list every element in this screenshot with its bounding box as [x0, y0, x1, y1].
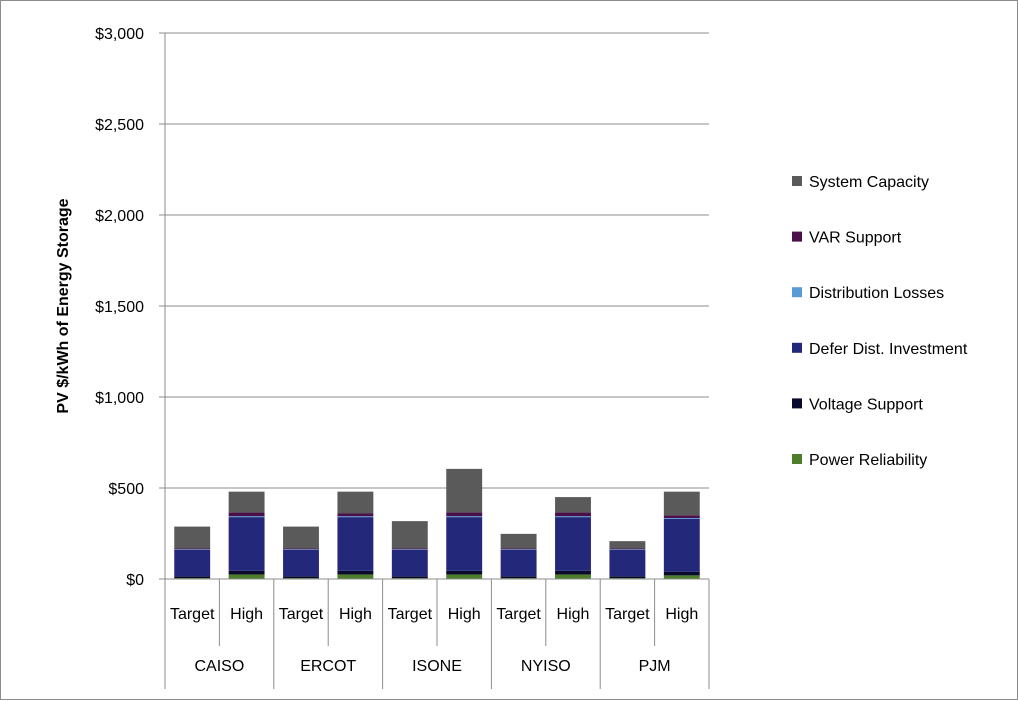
x-group-label: ISONE — [412, 658, 462, 675]
legend-label: Voltage Support — [809, 396, 923, 413]
bar-segment — [446, 574, 483, 579]
bar-segment — [391, 549, 428, 550]
legend-label: VAR Support — [809, 230, 902, 247]
legend-swatch — [792, 176, 802, 186]
x-tick-label: Target — [279, 606, 324, 623]
y-tick-label: $500 — [108, 481, 144, 498]
legend-swatch — [792, 287, 802, 298]
bar-segment — [228, 574, 265, 579]
bar-segment — [446, 512, 483, 517]
x-tick-label: Target — [170, 606, 215, 623]
legend-swatch — [792, 454, 802, 464]
bar-segment — [174, 549, 211, 577]
bar-segment — [337, 516, 374, 518]
bar-segment — [228, 516, 265, 518]
legend-label: Defer Dist. Investment — [809, 341, 968, 358]
bar-segment — [500, 548, 537, 550]
bar-segment — [174, 549, 211, 550]
bar-segment — [446, 517, 483, 571]
bar-segment — [283, 526, 319, 549]
bar-segment — [500, 533, 537, 549]
bar-segment — [283, 549, 319, 577]
bar-segment — [446, 570, 483, 575]
bar-segment — [283, 548, 319, 550]
grid-layer — [165, 32, 709, 489]
bar-segment — [174, 526, 211, 549]
y-axis-label: PV $/kWh of Energy Storage — [55, 198, 72, 413]
bar-segment — [337, 570, 374, 575]
bar-segment — [555, 497, 591, 513]
legend-swatch — [792, 342, 802, 353]
bar-segment — [500, 576, 537, 579]
bar-segment — [555, 570, 591, 575]
x-tick-label: Target — [496, 606, 541, 623]
bar-segment — [663, 571, 700, 576]
bar-segment — [174, 548, 211, 550]
x-group-label: CAISO — [195, 658, 245, 675]
legend-swatch — [792, 231, 802, 242]
bar-segment — [663, 491, 700, 516]
y-tick-label: $2,500 — [95, 117, 144, 134]
y-tick-label: $1,500 — [95, 299, 144, 316]
bar-segment — [609, 541, 646, 549]
bar-segment — [555, 512, 591, 517]
bar-segment — [500, 549, 537, 577]
legend-swatch — [792, 398, 802, 409]
bar-segment — [337, 513, 374, 517]
bar-segment — [555, 516, 591, 518]
legend-label: System Capacity — [809, 174, 929, 191]
bar-segment — [391, 548, 428, 550]
x-group-label: ERCOT — [300, 658, 356, 675]
x-group-label: PJM — [639, 658, 671, 675]
x-tick-label: Target — [388, 606, 433, 623]
bar-segment — [337, 491, 374, 514]
bar-segment — [228, 570, 265, 575]
bar-segment — [391, 576, 428, 579]
axis-layer: $0 $500 $1,000 $1,500 $2,000 $2,500 $3,000 Targ… — [95, 26, 710, 689]
x-tick-label: High — [557, 606, 590, 623]
legend-label: Distribution Losses — [809, 285, 944, 302]
bar-segment — [337, 574, 374, 579]
x-tick-label: High — [339, 606, 372, 623]
y-tick-label: $2,000 — [95, 208, 144, 225]
bar-segment — [446, 516, 483, 518]
legend-label: Power Reliability — [809, 452, 927, 469]
x-tick-label: High — [665, 606, 698, 623]
bar-segment — [174, 576, 211, 579]
y-tick-label: $0 — [126, 572, 144, 589]
bar-segment — [663, 518, 700, 572]
bar-segment — [609, 549, 646, 577]
bar-segment — [609, 548, 646, 550]
x-tick-label: High — [230, 606, 263, 623]
bar-segment — [663, 575, 700, 579]
x-tick-label: High — [448, 606, 481, 623]
x-group-label: NYISO — [521, 658, 571, 675]
bar-segment — [500, 549, 537, 550]
bar-segment — [609, 576, 646, 579]
bar-segment — [663, 518, 700, 519]
bar-segment — [228, 512, 265, 517]
legend: System Capacity VAR Support Distribution L… — [792, 174, 968, 469]
bar-segment — [228, 517, 265, 571]
bar-segment — [337, 517, 374, 571]
bar-segment — [391, 549, 428, 577]
bar-segment — [283, 576, 319, 579]
bar-segment — [555, 574, 591, 579]
bar-segment — [446, 468, 483, 513]
x-tick-label: Target — [605, 606, 650, 623]
bar-segment — [555, 517, 591, 571]
bar-segment — [283, 549, 319, 550]
bar-segment — [391, 521, 428, 549]
bar-segment — [228, 491, 265, 513]
y-tick-label: $1,000 — [95, 390, 144, 407]
bar-segment — [609, 549, 646, 550]
bar-segment — [663, 515, 700, 519]
y-tick-label: $3,000 — [95, 26, 144, 43]
bar-layer — [174, 468, 700, 579]
